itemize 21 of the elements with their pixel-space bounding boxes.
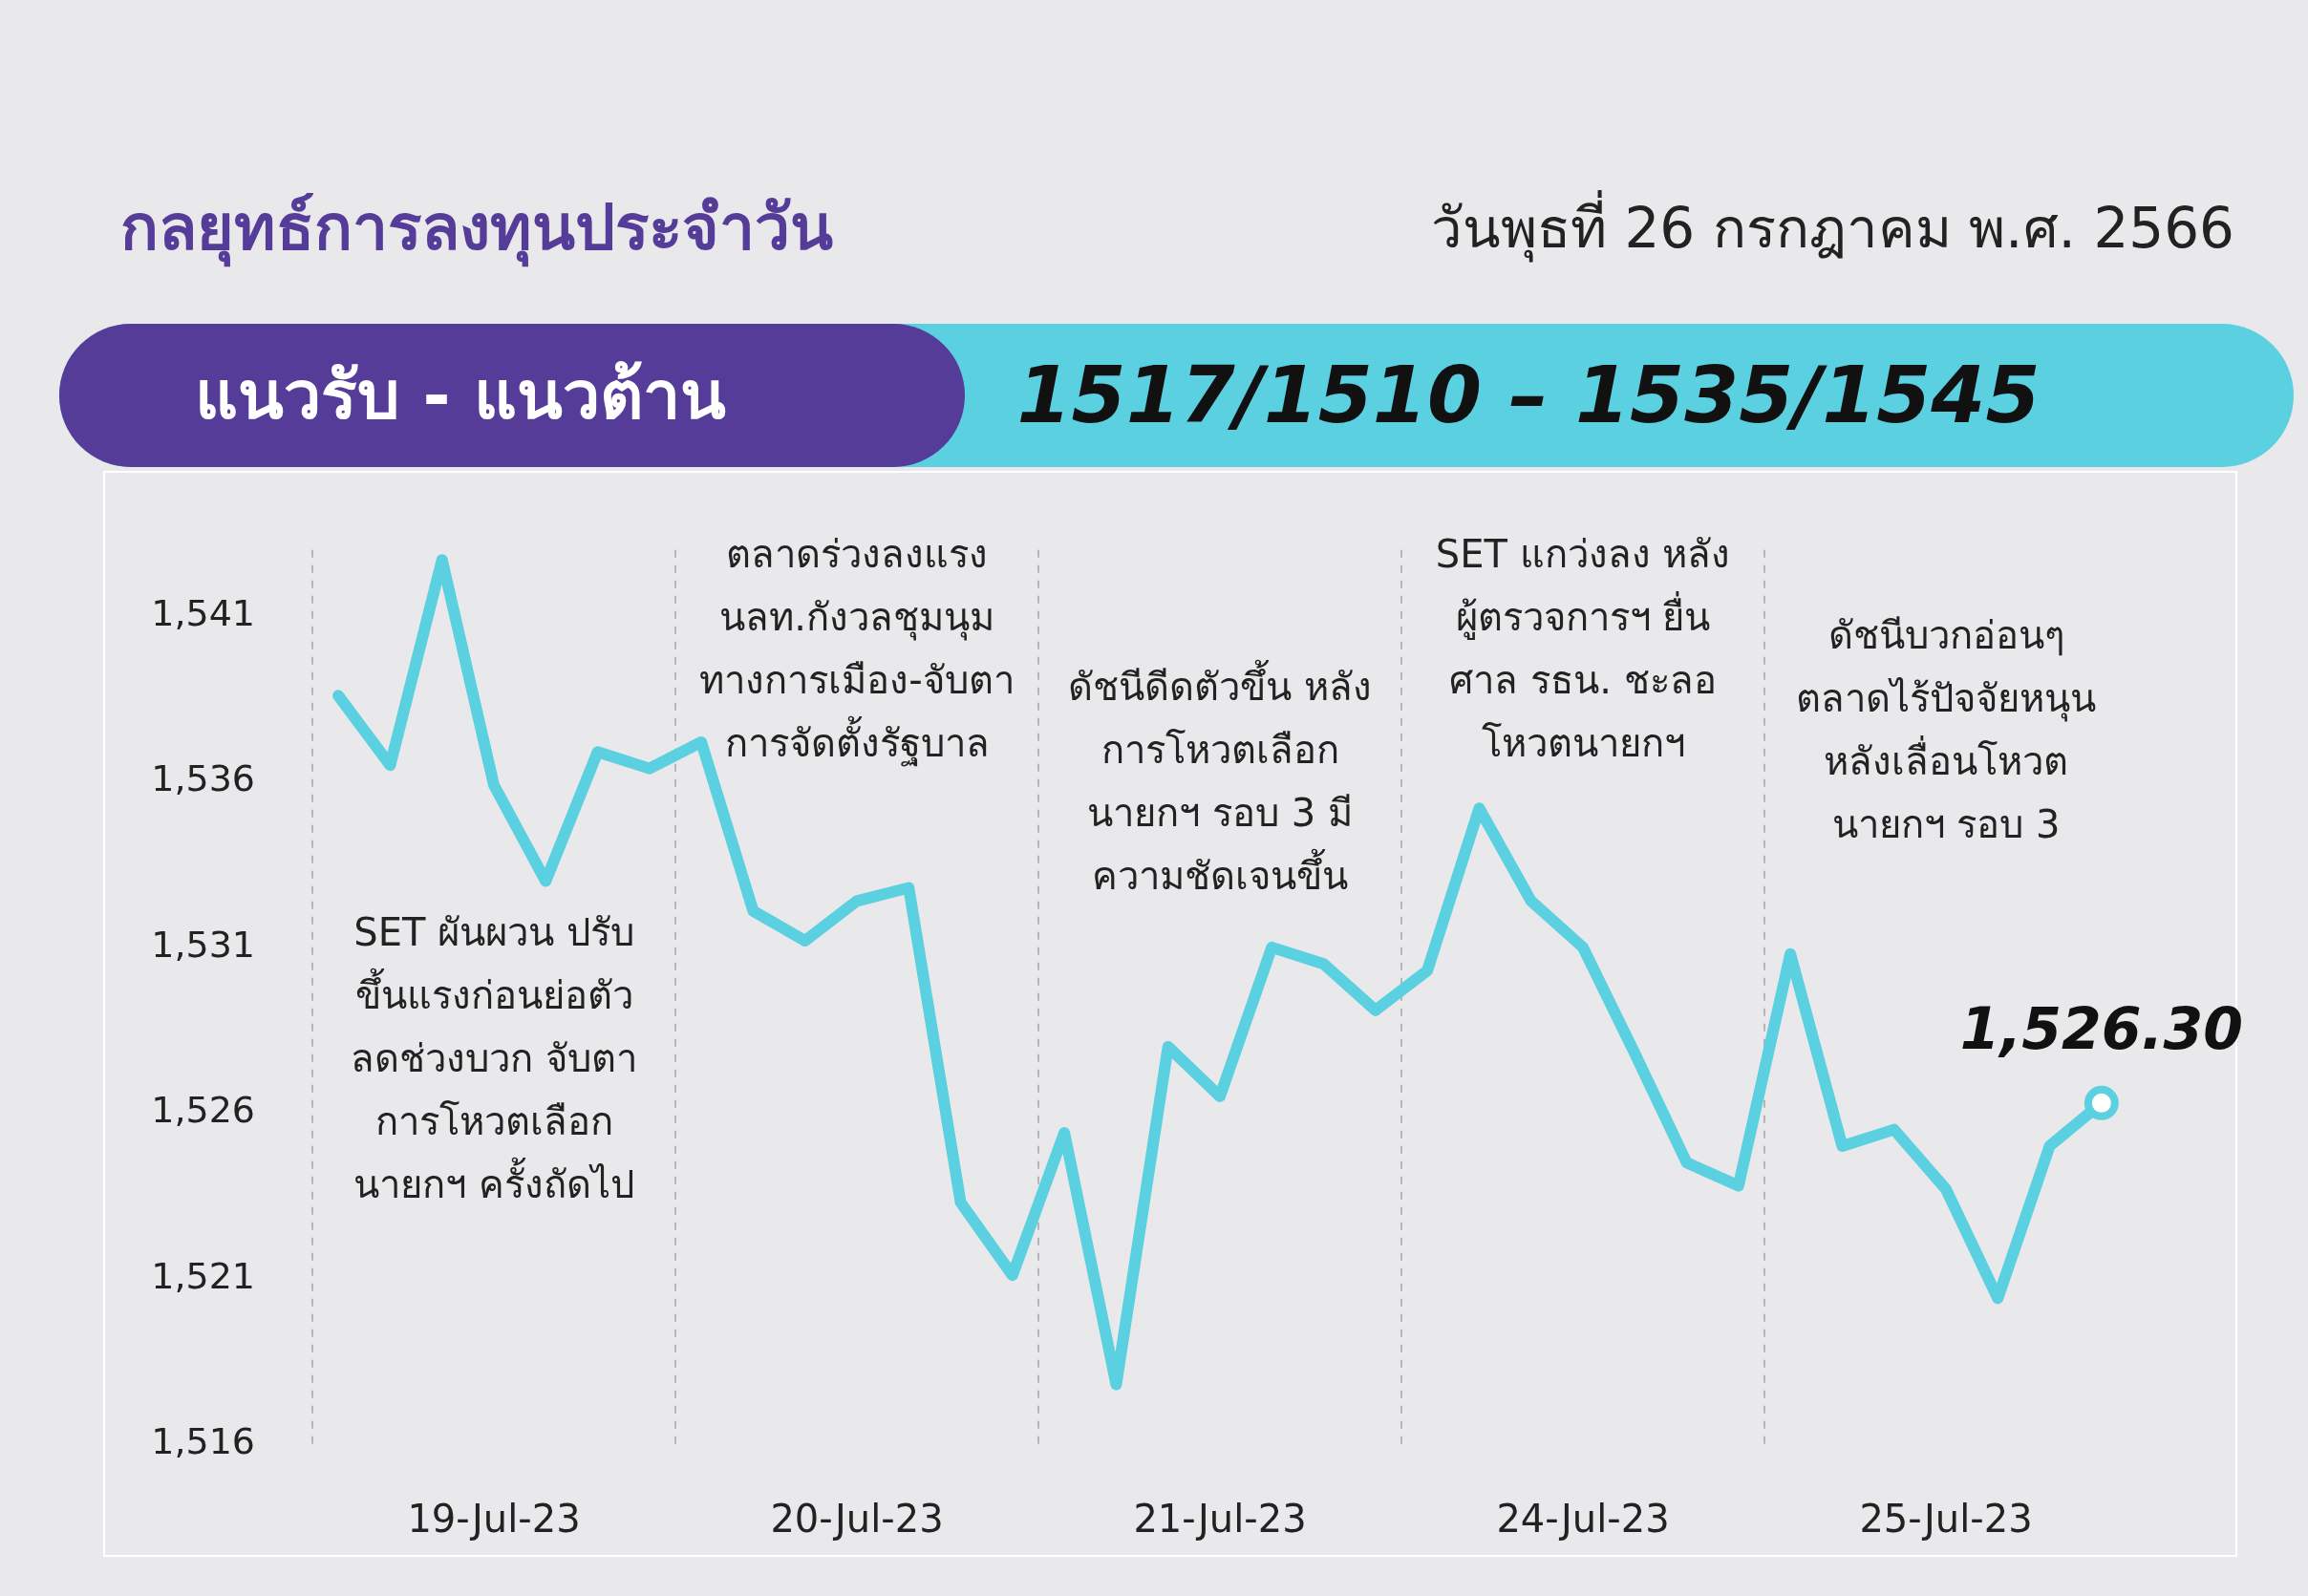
y-tick-label: 1,516 bbox=[151, 1419, 255, 1462]
annotation: SET ผันผวน ปรับ ขึ้นแรงก่อนย่อตัว ลดช่วงบวก จับตา การโหวตเลือก นายกฯ ครั้งถัดไป bbox=[351, 909, 637, 1208]
x-tick-label: 24-Jul-23 bbox=[1496, 1497, 1670, 1542]
chart-subtitle: วันพุธที่ 26 กรกฎาคม พ.ศ. 2566 bbox=[1430, 189, 2234, 265]
x-tick-label: 25-Jul-23 bbox=[1859, 1497, 2033, 1542]
annotation: ตลาดร่วงลงแรง นลท.กังวลชุมนุม ทางการเมือง-จับตา การจัดตั้งรัฐบาล bbox=[699, 531, 1015, 769]
y-tick-label: 1,536 bbox=[151, 757, 255, 800]
chart-title: กลยุทธ์การลงทุนประจำวัน bbox=[120, 190, 833, 269]
text: 1517/1510 – 1535/1545 bbox=[1015, 349, 2041, 442]
x-tick-label: 19-Jul-23 bbox=[407, 1497, 581, 1542]
y-tick-label: 1,531 bbox=[151, 923, 255, 966]
annotation: ดัชนีดีดตัวขึ้น หลัง การโหวตเลือก นายกฯ รอบ 3 มี ความชัดเจนขึ้น bbox=[1068, 658, 1372, 900]
x-tick-label: 21-Jul-23 bbox=[1133, 1497, 1307, 1542]
annotation: SET แกว่งลง หลัง ผู้ตรวจการฯ ยื่น ศาล รธน. ชะลอ โหวตนายกฯ bbox=[1435, 531, 1731, 767]
y-tick-label: 1,526 bbox=[151, 1089, 255, 1132]
y-tick-label: 1,541 bbox=[151, 592, 255, 635]
annotation: ดัชนีบวกอ่อนๆ ตลาดไร้ปัจจัยหนุน หลังเลื่อนโหวต นายกฯ รอบ 3 bbox=[1796, 612, 2096, 848]
x-tick-label: 20-Jul-23 bbox=[770, 1497, 944, 1542]
y-tick-label: 1,521 bbox=[151, 1254, 255, 1297]
text: แนวรับ - แนวต้าน bbox=[194, 355, 727, 436]
data-label: 1,526.30 bbox=[1959, 995, 2243, 1063]
